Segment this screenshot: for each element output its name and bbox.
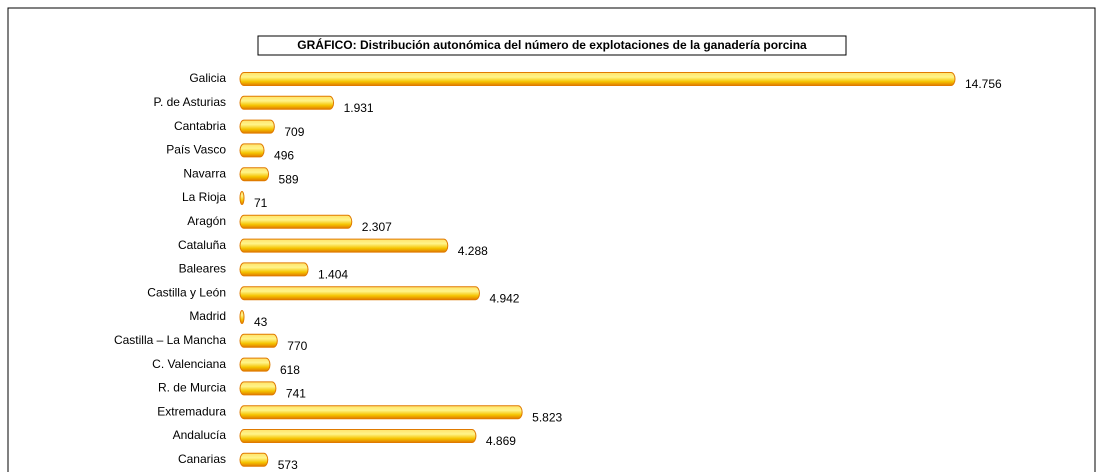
value-label: 1.404 [318,268,348,282]
category-label: Galicia [189,71,226,85]
bar [239,238,449,253]
value-label: 1.931 [344,101,374,115]
value-label: 5.823 [532,410,562,424]
category-label: R. de Murcia [158,381,226,395]
value-label: 589 [279,172,299,186]
bar [239,262,309,277]
bar [239,405,523,420]
value-label: 741 [286,387,306,401]
bar [239,167,270,182]
bar [239,357,271,372]
bar [239,381,277,396]
value-label: 43 [254,315,268,329]
category-label: Castilla – La Mancha [114,333,226,347]
category-label: Baleares [179,262,226,276]
bar [239,214,353,229]
bar [239,429,477,443]
category-label: Canarias [178,452,226,466]
category-label: C. Valenciana [152,357,226,371]
bar [239,333,278,348]
bar [239,191,245,205]
value-label: 71 [254,196,268,210]
title-box [257,35,847,56]
category-label: Andalucía [173,428,227,442]
chart-title: GRÁFICO: Distribución autonómica del núm… [297,37,807,52]
value-label: 4.869 [486,434,516,448]
value-label: 709 [284,125,304,139]
category-label: P. de Asturias [154,95,227,109]
value-label: 573 [278,458,298,472]
bar [239,72,956,86]
value-label: 4.288 [458,244,488,258]
value-label: 2.307 [362,220,392,234]
category-label: Cataluña [178,238,226,252]
bar [239,310,245,324]
category-label: Madrid [189,309,226,323]
bar [239,452,269,467]
bar [239,119,275,134]
value-label: 4.942 [489,291,519,305]
value-label: 618 [280,363,300,377]
value-label: 14.756 [965,77,1002,91]
category-label: Navarra [183,166,226,180]
category-label: La Rioja [182,190,226,204]
category-label: Aragón [187,214,226,228]
bar [239,286,480,301]
category-label: Extremadura [157,404,226,418]
value-label: 496 [274,149,294,163]
bar [239,143,265,158]
category-label: Castilla y León [147,285,226,299]
frame [7,7,1096,472]
category-label: País Vasco [166,143,226,157]
category-label: Cantabria [174,119,226,133]
bar [239,95,335,110]
value-label: 770 [287,339,307,353]
